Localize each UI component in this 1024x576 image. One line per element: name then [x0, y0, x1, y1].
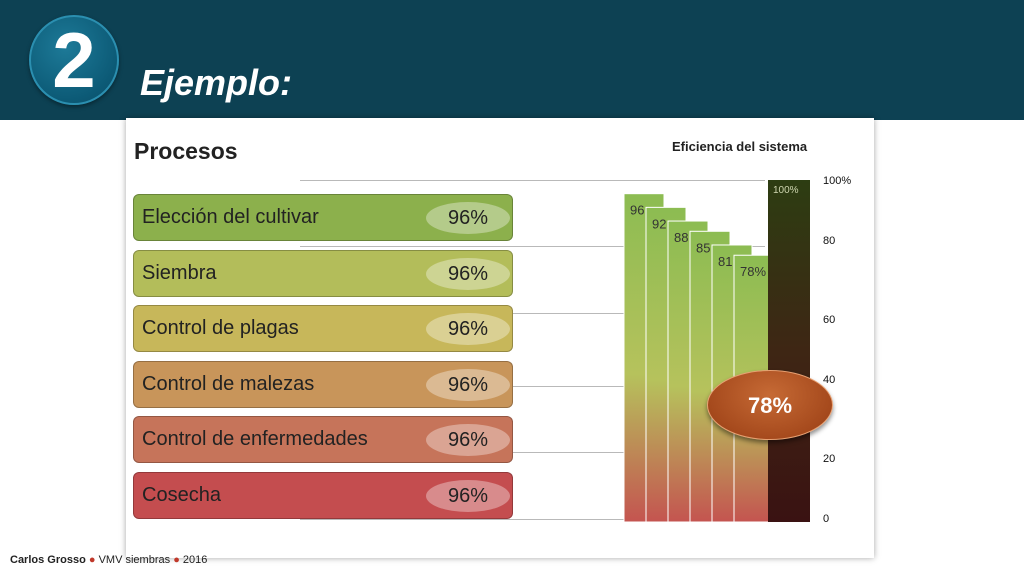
- cascade-bar-label: 85: [696, 240, 710, 255]
- process-value: 96%: [426, 202, 510, 234]
- process-item-cosecha: Cosecha 96%: [133, 472, 513, 519]
- chart-title: Eficiencia del sistema: [672, 139, 808, 154]
- process-item-siembra: Siembra 96%: [133, 250, 513, 297]
- process-item-enfermedades: Control de enfermedades 96%: [133, 416, 513, 463]
- footer-source: VMV siembras: [98, 554, 171, 566]
- grid-line: [300, 313, 765, 314]
- result-badge: 78%: [707, 370, 833, 440]
- axis-tick-label: 60: [823, 314, 836, 326]
- process-label: Control de enfermedades: [142, 428, 368, 450]
- cascade-bar-label: 92: [652, 216, 666, 231]
- grid-line: [300, 246, 765, 247]
- axis-tick-label: 20: [823, 453, 836, 465]
- reference-bar: [768, 180, 810, 522]
- process-value: 96%: [426, 313, 510, 345]
- process-item-malezas: Control de malezas 96%: [133, 361, 513, 408]
- footer-dot: ●: [88, 554, 96, 566]
- axis-tick-label: 0: [823, 513, 830, 525]
- grid-line: [300, 180, 765, 181]
- slide-title: Ejemplo:: [140, 62, 293, 103]
- process-value: 96%: [426, 480, 510, 512]
- footer: Carlos Grosso ● VMV siembras ● 2016: [10, 554, 207, 566]
- footer-year: 2016: [182, 554, 208, 566]
- process-label: Siembra: [142, 262, 217, 284]
- grid-line: [300, 386, 765, 387]
- process-label: Cosecha: [142, 484, 221, 506]
- grid-line: [300, 452, 765, 453]
- axis-tick-label: 80: [823, 235, 836, 247]
- process-item-plagas: Control de plagas 96%: [133, 305, 513, 352]
- process-label: Control de malezas: [142, 373, 315, 395]
- header-bar: [0, 0, 1024, 120]
- axis-tick-label: 40: [823, 374, 836, 386]
- grid-line: [300, 519, 765, 520]
- process-label: Elección del cultivar: [142, 206, 319, 228]
- process-item-eleccion: Elección del cultivar 96%: [133, 194, 513, 241]
- process-label: Control de plagas: [142, 317, 299, 339]
- process-value: 96%: [426, 258, 510, 290]
- cascade-bar-label: 81: [718, 254, 732, 269]
- process-value: 96%: [426, 424, 510, 456]
- result-value: 78%: [747, 393, 793, 418]
- cascade-bar-label: 88: [674, 230, 688, 245]
- procesos-heading: Procesos: [134, 138, 238, 164]
- footer-author: Carlos Grosso: [10, 554, 86, 566]
- axis-tick-label: 100%: [823, 175, 852, 187]
- process-value: 96%: [426, 369, 510, 401]
- cascade-bar-label: 78%: [740, 264, 766, 279]
- section-number-badge: 2: [29, 15, 119, 105]
- footer-dot: ●: [173, 554, 180, 566]
- reference-bar-label: 100%: [773, 185, 799, 196]
- cascade-bar-label: 96: [630, 203, 644, 218]
- section-number: 2: [52, 16, 96, 104]
